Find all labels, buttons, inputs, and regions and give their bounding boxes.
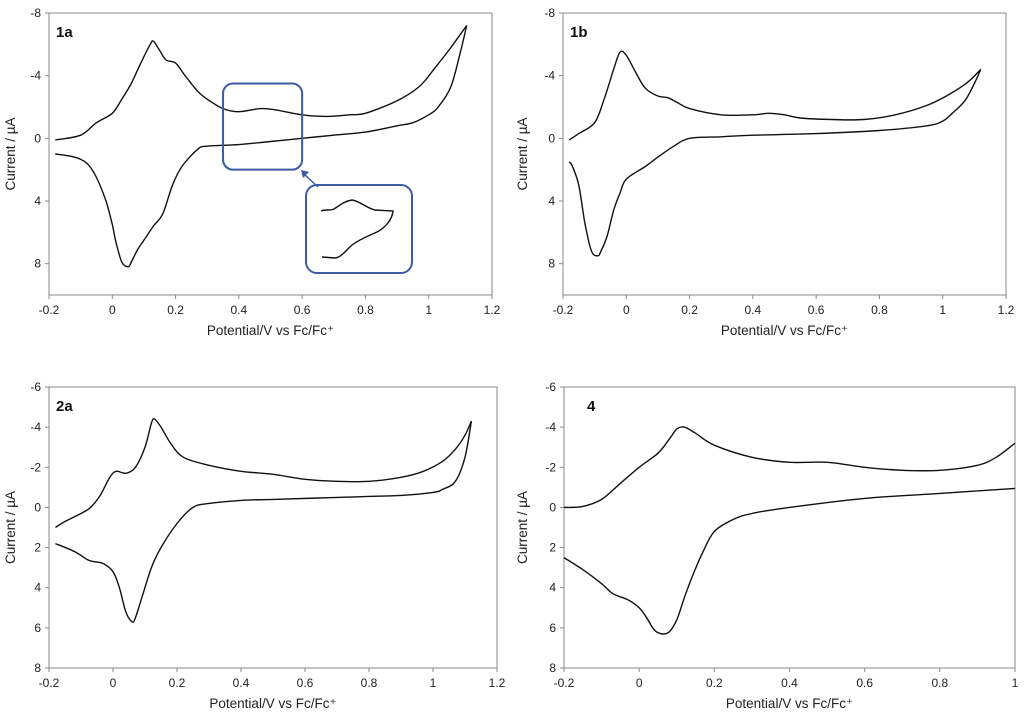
y-tick-label: -2 [30,460,41,474]
reverse-scan-line [55,420,473,623]
x-tick-label: 0.6 [808,303,825,317]
inset-curve-line [320,199,394,259]
y-axis-label: Current / µA [3,491,18,564]
y-tick-label: -4 [544,69,555,83]
x-tick-label: 1.2 [484,303,501,317]
forward-scan-line [563,426,1016,509]
y-tick-label: 4 [34,194,41,208]
y-tick-label: 8 [34,661,41,675]
panel-label: 2a [56,398,73,415]
x-tick-label: 0 [110,676,117,690]
plot-area-frame [562,12,1007,296]
x-tick-label: 0.6 [297,676,314,690]
x-axis-label: Potential/V vs Fc/Fc⁺ [721,323,848,338]
chart-panel-1b: -0.2 0 0.2 0.4 0.6 0.8 1 1.2 -8 -4 0 4 8 Potential/V … [515,6,1015,338]
x-tick-label: 0.4 [745,303,762,317]
forward-scan-line [55,25,468,141]
arrowhead-icon [301,170,309,178]
y-tick-label: -6 [545,380,556,394]
x-tick-label: 0.2 [169,676,186,690]
y-tick-label: 6 [549,621,556,635]
x-tick-label: 0.4 [231,303,248,317]
y-tick-label: -4 [30,420,41,434]
x-tick-label: 0.4 [781,676,798,690]
x-tick-label: 0.8 [931,676,948,690]
x-tick-label: -0.2 [39,676,60,690]
chart-panel-1a: -0.2 0 0.2 0.4 0.6 0.8 1 1.2 -8 -4 0 4 8 Potential/V … [3,6,501,338]
x-axis-label: Potential/V vs Fc/Fc⁺ [209,696,336,711]
y-axis-label: Current / µA [515,117,530,190]
inset-arrow-line [303,173,319,188]
panel-label: 4 [587,398,596,415]
forward-scan-line [55,418,473,529]
x-tick-label: 0.6 [294,303,311,317]
panel-label: 1a [56,24,73,41]
y-tick-label: 2 [34,541,41,555]
x-tick-label: 1 [425,303,432,317]
plot-area-frame [48,386,498,669]
forward-scan-line [568,50,982,141]
x-tick-label: 1.2 [489,676,506,690]
x-tick-label: 0 [109,303,116,317]
y-tick-label: 8 [548,257,555,271]
x-tick-label: 0.2 [706,676,723,690]
y-tick-label: 6 [34,621,41,635]
x-tick-label: 1 [1012,676,1019,690]
x-axis-label: Potential/V vs Fc/Fc⁺ [726,696,853,711]
chart-panel-2a: -0.2 0 0.2 0.4 0.6 0.8 1 1.2 -6 -4 -2 0 2 4 6 8 Potentia… [3,380,506,711]
x-tick-label: 0.4 [233,676,250,690]
inset-box [305,184,413,274]
y-tick-label: 4 [549,581,556,595]
y-tick-label: -8 [30,6,41,20]
x-tick-label: 0 [636,676,643,690]
y-tick-label: -4 [30,69,41,83]
chart-panel-4: -0.2 0 0.2 0.4 0.6 0.8 1 -6 -4 -2 0 2 4 6 8 Potential/V… [515,380,1019,711]
y-tick-label: -8 [544,6,555,20]
x-tick-label: -0.2 [553,303,574,317]
x-tick-label: 0.8 [361,676,378,690]
y-axis-label: Current / µA [515,491,530,564]
y-tick-label: -6 [30,380,41,394]
zoom-region-box [222,82,304,171]
y-tick-label: 4 [34,581,41,595]
y-tick-label: 8 [34,257,41,271]
y-tick-label: 8 [549,661,556,675]
x-tick-label: -0.2 [39,303,60,317]
x-tick-label: 1 [939,303,946,317]
x-tick-label: 0.6 [856,676,873,690]
y-tick-label: 0 [549,500,556,514]
y-tick-label: 0 [34,131,41,145]
x-tick-label: -0.2 [554,676,575,690]
reverse-scan-line [55,25,468,268]
reverse-scan-line [568,69,982,257]
x-tick-label: 1.2 [998,303,1015,317]
x-tick-label: 1 [430,676,437,690]
plot-area-frame [48,12,493,296]
y-tick-label: 4 [548,194,555,208]
y-tick-label: -2 [545,460,556,474]
x-tick-label: 0 [623,303,630,317]
y-tick-label: 2 [549,541,556,555]
y-axis-label: Current / µA [3,117,18,190]
x-tick-label: 0.2 [167,303,184,317]
x-tick-label: 0.8 [357,303,374,317]
x-tick-label: 0.8 [871,303,888,317]
x-axis-label: Potential/V vs Fc/Fc⁺ [207,323,334,338]
x-tick-label: 0.2 [681,303,698,317]
y-tick-label: 0 [548,131,555,145]
panel-label: 1b [570,24,588,41]
y-tick-label: 0 [34,500,41,514]
plot-area-frame [563,386,1016,669]
reverse-scan-line [563,487,1016,635]
y-tick-label: -4 [545,420,556,434]
